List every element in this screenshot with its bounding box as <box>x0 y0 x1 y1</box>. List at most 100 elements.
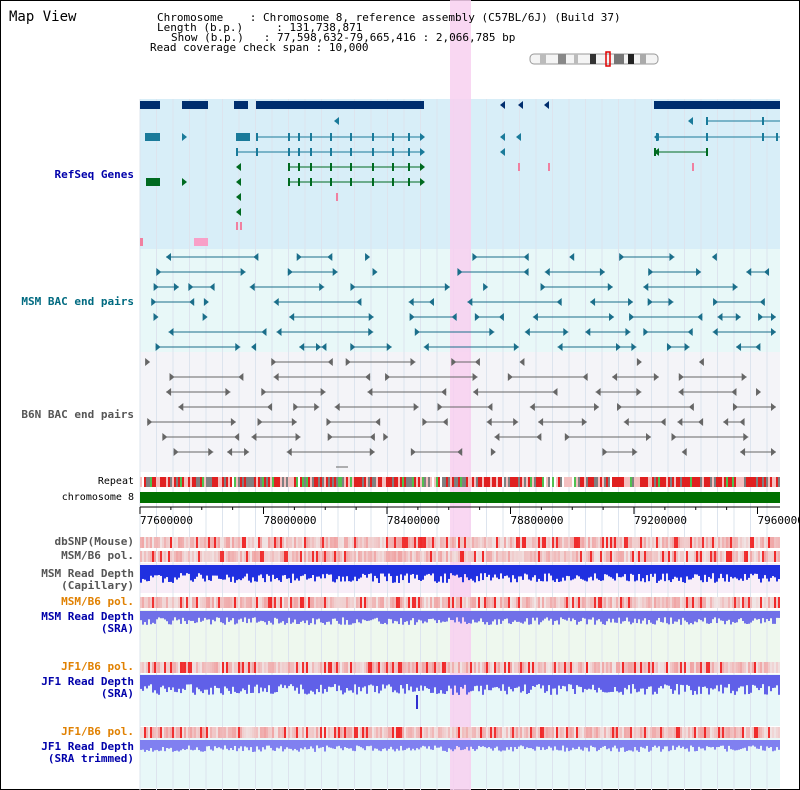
dbsnp-density <box>696 537 698 548</box>
track-label-msm-bac[interactable]: MSM BAC end pairs <box>21 295 134 308</box>
pol-density <box>628 727 630 738</box>
dbsnp-density <box>262 537 264 548</box>
pol-density <box>540 551 542 562</box>
repeat-segment <box>730 477 732 487</box>
pol-density <box>596 597 598 608</box>
pol-density <box>314 727 316 738</box>
repeat-segment <box>700 477 702 487</box>
depth-bar <box>440 675 442 691</box>
depth-bar <box>576 675 578 686</box>
pol-density <box>508 662 510 673</box>
depth-bar <box>356 565 358 582</box>
track-label-jf1-trim-depth-1[interactable]: JF1 Read Depth <box>41 740 134 753</box>
repeat-segment <box>208 477 210 487</box>
depth-bar <box>226 611 228 618</box>
depth-bar <box>530 740 532 749</box>
pol-density <box>444 597 446 608</box>
bac-end <box>383 433 389 441</box>
chromosome-ideogram[interactable] <box>529 51 659 67</box>
repeat-segment <box>216 477 218 487</box>
pol-density <box>560 597 562 608</box>
bac-end <box>319 283 325 291</box>
pol-density <box>614 597 616 608</box>
depth-bar <box>390 675 392 687</box>
depth-bar <box>450 611 452 620</box>
bac-end-pair-features[interactable] <box>145 253 776 468</box>
depth-bar <box>306 611 308 621</box>
track-label-refseq[interactable]: RefSeq Genes <box>54 168 134 181</box>
depth-bar <box>180 611 182 624</box>
refseq-gene-models[interactable] <box>140 101 780 246</box>
pol-density <box>614 727 616 738</box>
track-label-jf1-sra-depth-1[interactable]: JF1 Read Depth <box>41 675 134 688</box>
depth-bar <box>546 611 548 618</box>
bac-end <box>731 388 737 396</box>
pol-density <box>520 597 522 608</box>
track-label-msm-b6-pol-1[interactable]: MSM/B6 pol. <box>61 549 134 562</box>
pol-density <box>390 662 392 673</box>
pol-density <box>490 597 492 608</box>
depth-bar <box>210 611 212 625</box>
depth-bar <box>556 675 558 695</box>
depth-bar <box>532 740 534 750</box>
depth-bar <box>278 675 280 687</box>
repeat-segment <box>520 477 522 487</box>
pol-density <box>458 727 460 738</box>
track-label-jf1-b6-pol-1[interactable]: JF1/B6 pol. <box>61 660 134 673</box>
pol-density <box>358 551 360 562</box>
pol-density <box>354 551 356 562</box>
track-label-msm-b6-pol-2[interactable]: MSM/B6 pol. <box>61 595 134 608</box>
pol-density <box>222 597 224 608</box>
pol-density <box>558 597 560 608</box>
pol-density <box>434 597 436 608</box>
depth-bar <box>464 675 466 685</box>
depth-bar <box>200 740 202 752</box>
pol-density <box>428 727 430 738</box>
gene-exon <box>372 133 374 141</box>
depth-bar <box>348 611 350 625</box>
dbsnp-density <box>582 537 584 548</box>
depth-bar <box>210 740 212 750</box>
dbsnp-density <box>714 537 716 548</box>
repeat-segment <box>488 477 490 487</box>
pol-density <box>500 551 502 562</box>
depth-bar <box>412 565 414 575</box>
depth-bar <box>680 565 682 578</box>
dbsnp-density <box>612 537 614 548</box>
pol-density <box>326 597 328 608</box>
depth-bar <box>688 675 690 686</box>
pol-density <box>146 727 148 738</box>
depth-bar <box>602 611 604 625</box>
track-label-msm-cap-depth-1[interactable]: MSM Read Depth <box>41 567 134 580</box>
dbsnp-density <box>162 537 164 548</box>
pol-density <box>606 597 608 608</box>
track-label-jf1-b6-pol-2[interactable]: JF1/B6 pol. <box>61 725 134 738</box>
pol-density <box>156 597 158 608</box>
pol-density <box>512 551 514 562</box>
depth-bar <box>556 740 558 750</box>
pol-density <box>748 597 750 608</box>
depth-bar <box>496 675 498 687</box>
depth-bar <box>638 740 640 752</box>
pol-density <box>730 551 732 562</box>
depth-bar <box>728 675 730 685</box>
dbsnp-density <box>198 537 200 548</box>
gene-block <box>140 101 160 109</box>
depth-bar <box>346 740 348 748</box>
repeat-segment <box>660 477 662 487</box>
depth-bar <box>404 565 406 576</box>
pol-density <box>196 662 198 673</box>
depth-bar <box>414 740 416 751</box>
depth-bar <box>770 675 772 692</box>
depth-bar <box>486 611 488 623</box>
track-label-b6n-bac[interactable]: B6N BAC end pairs <box>21 408 134 421</box>
pol-density <box>246 597 248 608</box>
pol-density <box>390 727 392 738</box>
pol-density <box>238 551 240 562</box>
track-label-dbsnp[interactable]: dbSNP(Mouse) <box>54 535 134 548</box>
dbsnp-density <box>400 537 402 548</box>
pol-density <box>364 597 366 608</box>
depth-bar <box>620 740 622 748</box>
track-label-msm-sra-depth-1[interactable]: MSM Read Depth <box>41 610 134 623</box>
depth-bar <box>416 565 418 575</box>
